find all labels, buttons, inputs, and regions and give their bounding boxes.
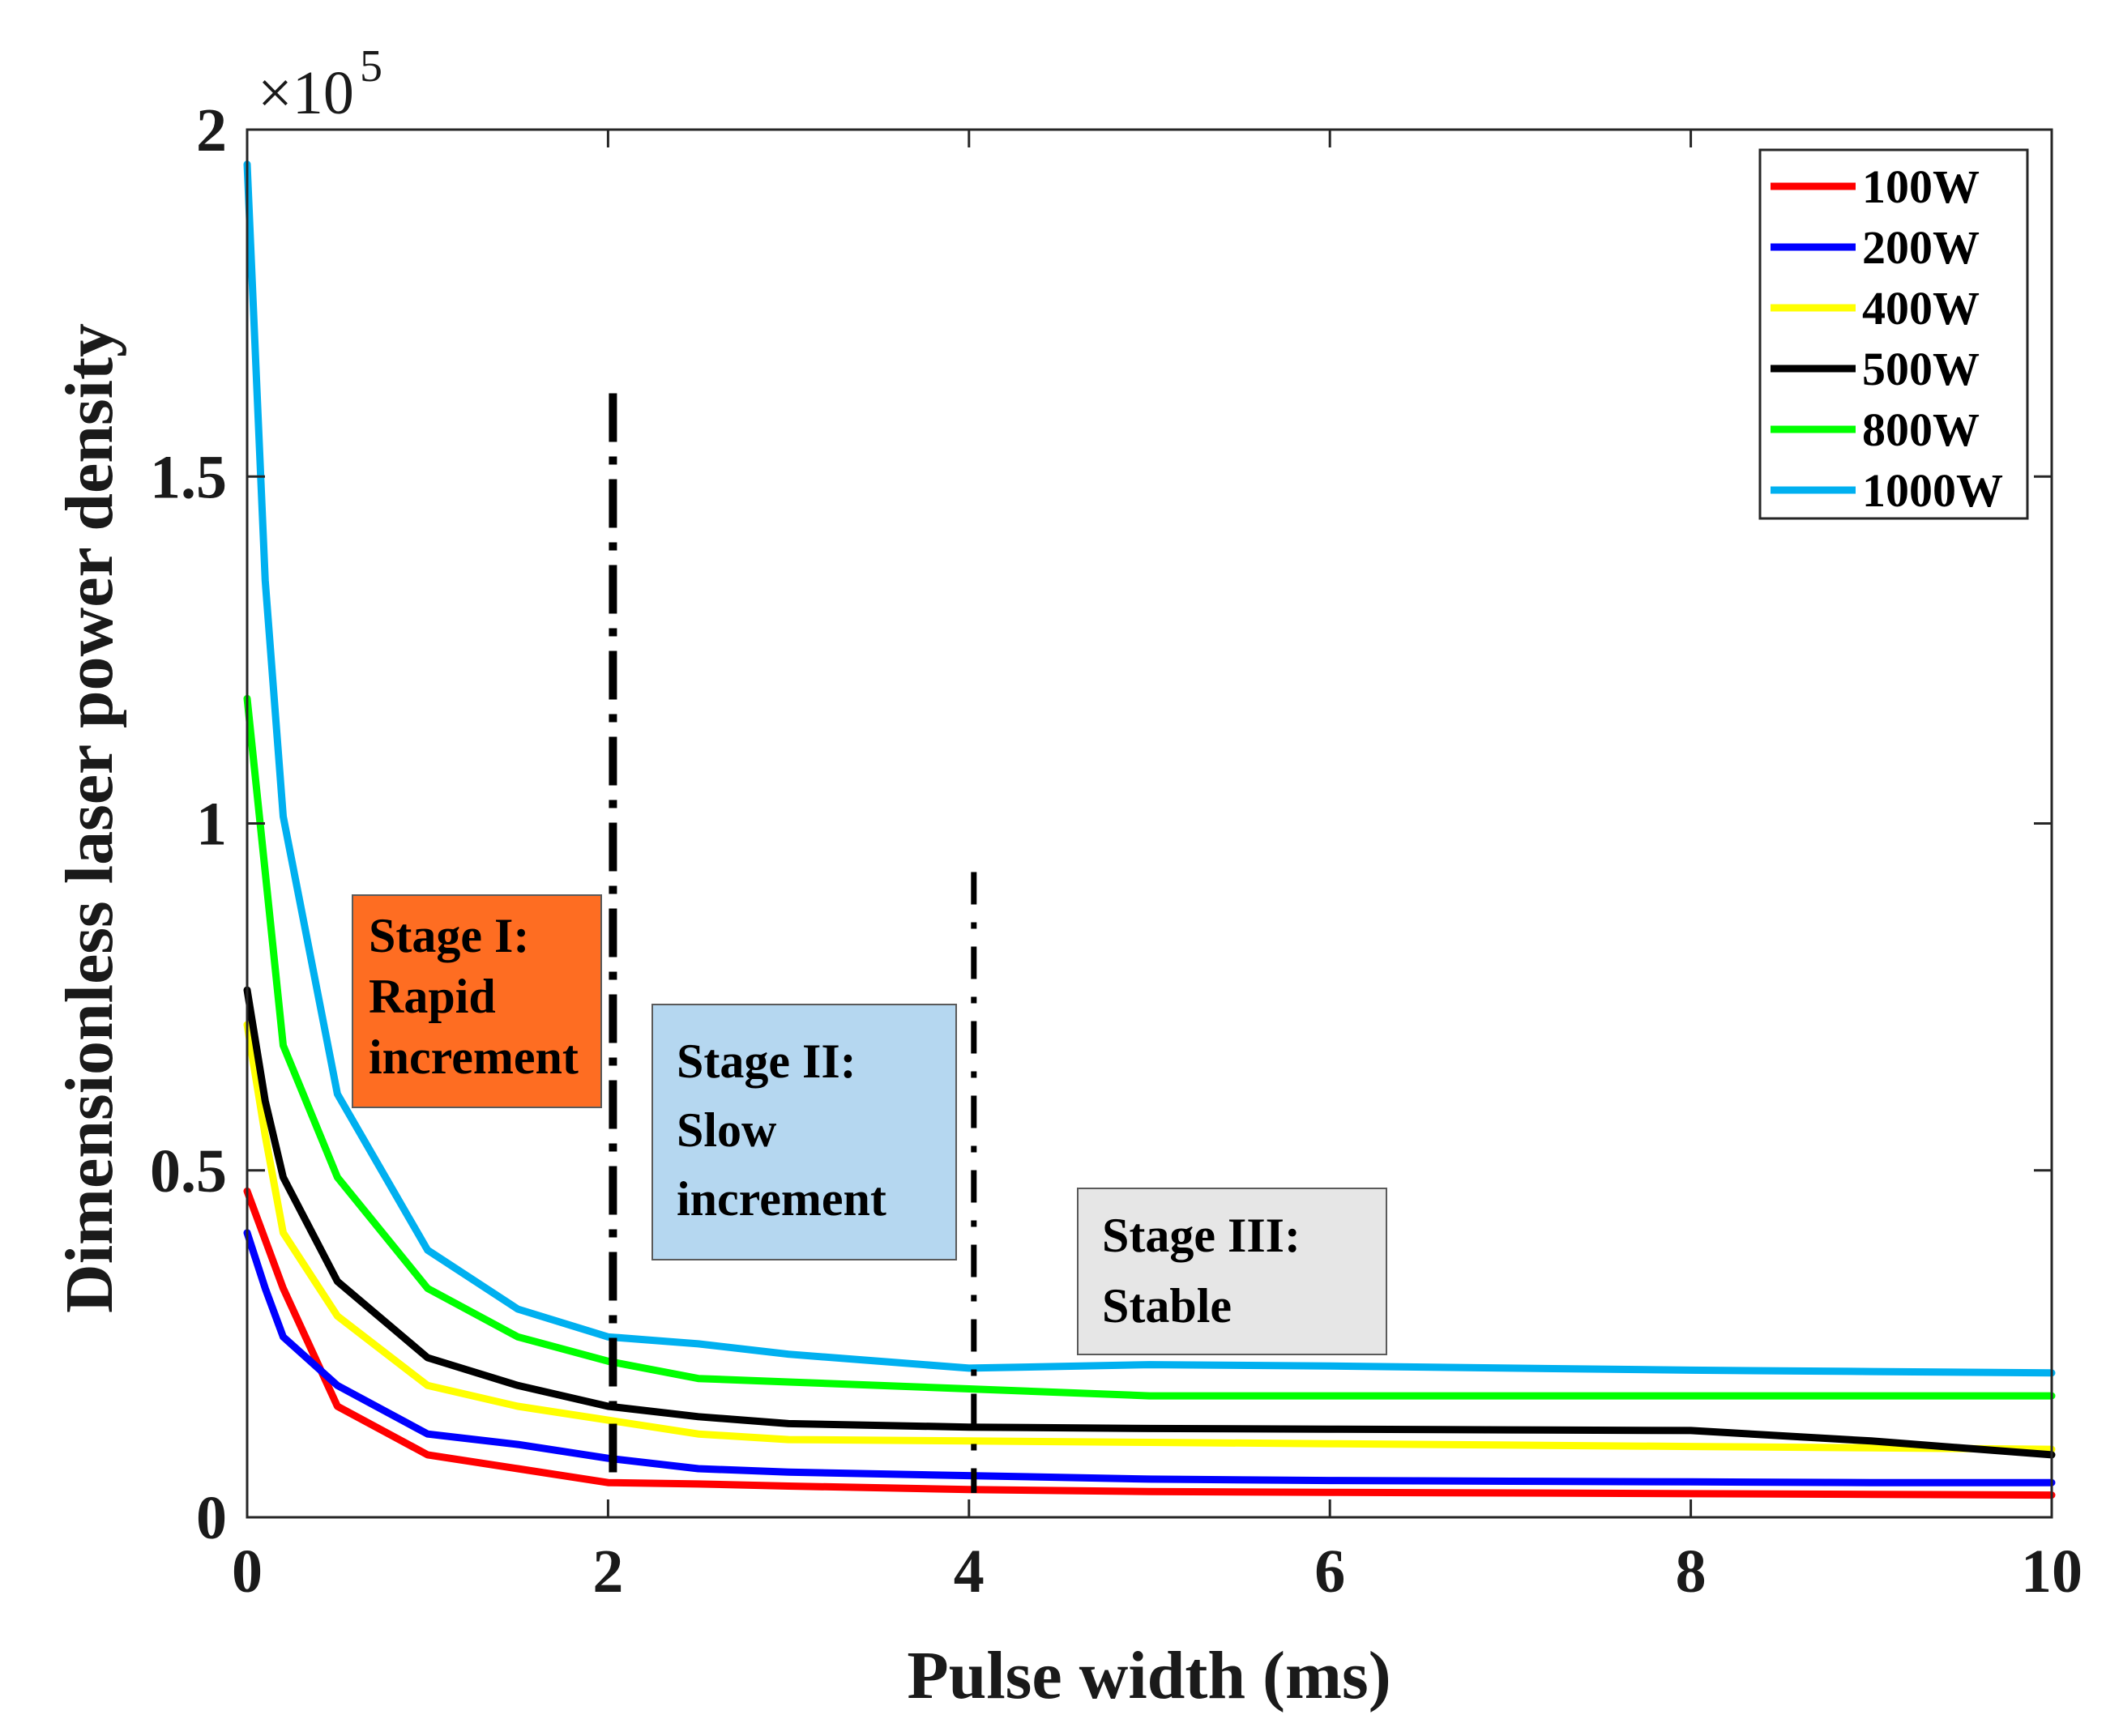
- stage-box-1-text: Rapid: [369, 970, 496, 1023]
- y-tick-label: 0: [196, 1484, 227, 1552]
- y-exponent-power: 5: [360, 41, 382, 92]
- legend-label-200W: 200W: [1862, 221, 1980, 274]
- x-tick-label: 0: [232, 1538, 263, 1606]
- legend-label-1000W: 1000W: [1862, 464, 2003, 517]
- y-exponent-base: ×10: [258, 59, 354, 127]
- stage-box-1-text: increment: [369, 1030, 579, 1084]
- series-line-200W: [243, 1229, 2056, 1486]
- legend-label-400W: 400W: [1862, 282, 1980, 335]
- stage-box-layer: Stage I: Rapid increment Stage II: Slow incre…: [352, 894, 1387, 1355]
- stage-box-3-text: Stable: [1102, 1279, 1232, 1333]
- legend-label-800W: 800W: [1862, 403, 1980, 456]
- x-tick-label: 4: [954, 1538, 985, 1606]
- y-tick-label: 1: [196, 791, 227, 859]
- stage-box-2-text: Slow: [677, 1103, 777, 1157]
- stage-box-3-text: Stage III:: [1102, 1209, 1301, 1262]
- tick-layer: 0 2 4 6 8 10 0 0.5 1 1.5 2: [150, 96, 2083, 1606]
- stage-line-layer: [609, 393, 977, 1494]
- stage-box-1-text: Stage I:: [369, 909, 529, 962]
- x-tick-label: 2: [592, 1538, 623, 1606]
- series-layer: [243, 160, 2056, 1499]
- series-line-500W: [243, 986, 2056, 1459]
- y-tick-label: 2: [196, 96, 227, 164]
- y-axis-title: Dimensionless laser power density: [52, 323, 127, 1313]
- stage-box-1: [352, 894, 602, 1108]
- x-axis-title: Pulse width (ms): [907, 1638, 1390, 1713]
- x-tick-label: 8: [1676, 1538, 1707, 1606]
- series-line-400W: [243, 1021, 2056, 1453]
- stage-box-2: [651, 1004, 957, 1260]
- legend-box: [1758, 148, 2029, 520]
- series-line-800W: [243, 694, 2056, 1400]
- stage-box-2-text: increment: [677, 1172, 886, 1226]
- stage-box-2-text: Stage II:: [677, 1034, 856, 1088]
- series-line-100W: [243, 1187, 2056, 1499]
- y-tick-label: 0.5: [150, 1137, 227, 1205]
- legend-label-500W: 500W: [1862, 343, 1980, 395]
- x-tick-label: 6: [1314, 1538, 1345, 1606]
- y-tick-label: 1.5: [150, 443, 227, 511]
- series-line-1000W: [243, 160, 2056, 1377]
- stage-box-3: [1077, 1188, 1387, 1355]
- x-tick-label: 10: [2021, 1538, 2083, 1606]
- legend: 100W 200W 400W 500W 800W 1000W: [1758, 148, 2029, 520]
- legend-label-100W: 100W: [1862, 160, 1980, 213]
